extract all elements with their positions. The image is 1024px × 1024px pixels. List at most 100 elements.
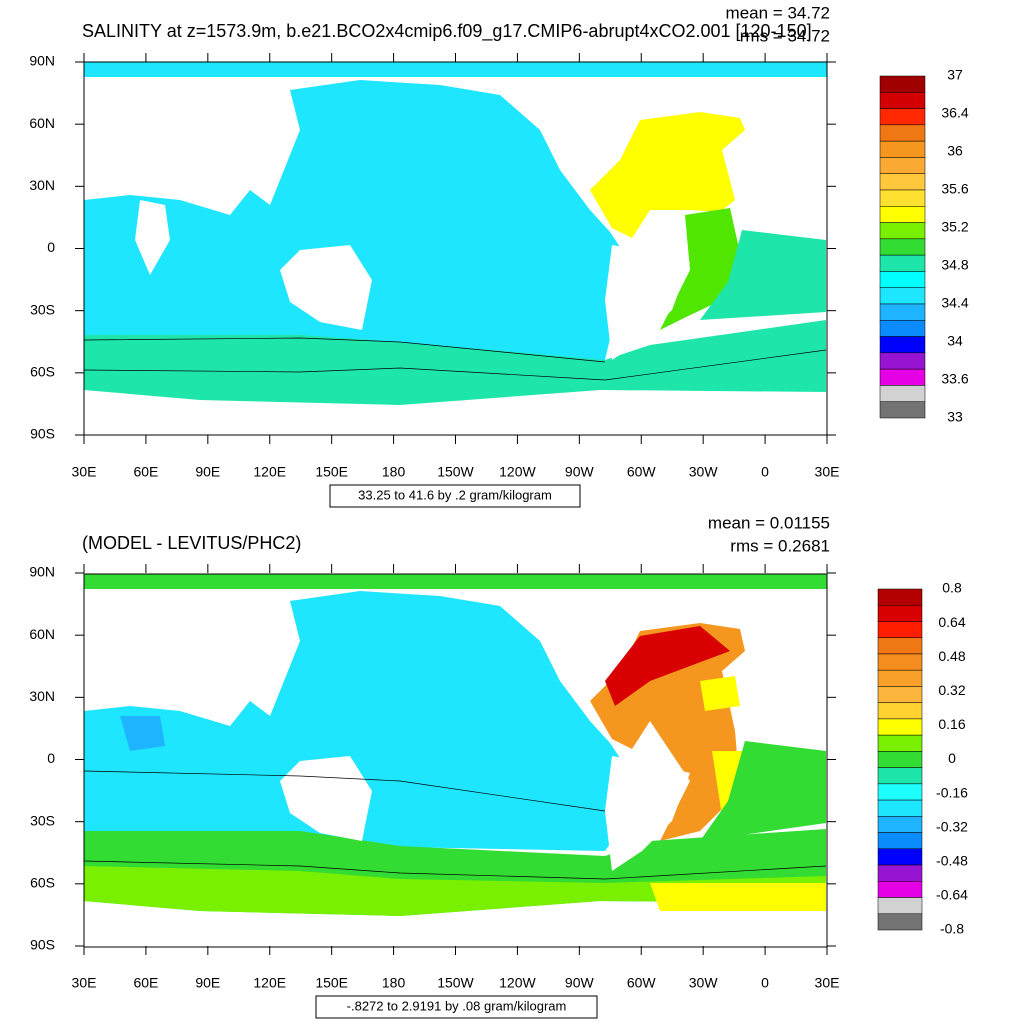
lon-label: 30E	[72, 464, 97, 480]
colorbar-label: 35.2	[941, 219, 968, 235]
colorbar-box	[877, 913, 923, 931]
colorbar-label: 0.8	[942, 580, 962, 596]
mean-label: mean = 0.01155	[708, 513, 830, 532]
lat-label: 30N	[29, 177, 55, 193]
colorbar-box	[879, 320, 926, 337]
colorbar-box	[877, 604, 923, 622]
lon-label: 60W	[627, 975, 657, 991]
colorbar-label: 33	[947, 409, 963, 425]
colorbar-box	[879, 352, 926, 370]
lat-label: 60S	[30, 875, 55, 891]
lon-label: 60E	[133, 464, 158, 480]
colorbar-box	[879, 206, 926, 223]
note-box	[315, 995, 598, 1019]
colorbar-box	[877, 702, 923, 720]
colorbar-box	[877, 816, 923, 833]
colorbar-box	[877, 881, 923, 898]
colorbar-box	[879, 336, 926, 354]
lon-label: 90E	[195, 975, 220, 991]
colorbar-box	[879, 189, 926, 207]
colorbar-box	[877, 621, 923, 638]
colorbar-box	[879, 75, 926, 93]
lon-label: 180	[382, 464, 406, 480]
lon-label: 30E	[815, 975, 840, 991]
lat-label: 90N	[29, 53, 55, 69]
colorbar-box	[879, 140, 926, 158]
colorbar-box	[879, 92, 926, 109]
colorbar-box	[879, 401, 926, 419]
colorbar-box	[879, 303, 926, 321]
colorbar-box	[877, 588, 923, 606]
lon-label: 30W	[689, 464, 719, 480]
colorbar-box	[879, 222, 926, 240]
colorbar-box	[879, 124, 926, 142]
lat-label: 60N	[29, 115, 55, 131]
colorbar-label: 0.48	[938, 648, 965, 664]
colorbar-label: 36	[947, 143, 963, 159]
colorbar-box	[879, 254, 926, 272]
colorbar-box	[877, 653, 923, 671]
colorbar-label: 34.8	[941, 257, 968, 273]
colorbar-box	[877, 848, 923, 866]
lon-label: 180	[382, 975, 406, 991]
colorbar-box	[877, 637, 923, 655]
lon-label: 0	[761, 975, 769, 991]
colorbar-label: 0.16	[938, 716, 965, 732]
map-bottom	[83, 573, 828, 948]
lat-label: 30S	[30, 812, 55, 828]
lat-label: 0	[47, 750, 55, 766]
colorbar-box	[877, 734, 923, 752]
lat-label: 60N	[29, 626, 55, 642]
colorbar-label: -0.48	[936, 853, 968, 869]
lon-label: 150W	[437, 464, 474, 480]
colorbar-box	[877, 718, 923, 736]
range-note: 33.25 to 41.6 by .2 gram/kilogram	[358, 487, 552, 502]
colorbar-box	[877, 799, 923, 817]
colorbar-box	[879, 108, 926, 126]
colorbar-label: 0.32	[938, 682, 965, 698]
colorbar-label: -0.8	[940, 921, 964, 937]
colorbar-box	[877, 751, 923, 768]
lon-label: 90W	[565, 975, 595, 991]
colorbar-box	[877, 783, 923, 801]
lon-label: 120W	[499, 464, 536, 480]
range-note: -.8272 to 2.9191 by .08 gram/kilogram	[347, 998, 567, 1013]
lat-label: 60S	[30, 364, 55, 380]
lat-label: 30N	[29, 688, 55, 704]
lon-label: 150W	[437, 975, 474, 991]
rms-label: rms = 34.72	[740, 26, 830, 45]
colorbar-label: 0.64	[938, 614, 965, 630]
colorbar-box	[877, 897, 923, 915]
colorbar-label: 34.4	[941, 295, 968, 311]
panel-title: (MODEL - LEVITUS/PHC2)	[82, 533, 301, 553]
lat-label: 30S	[30, 301, 55, 317]
map-top	[83, 61, 828, 436]
colorbar-box	[879, 238, 926, 256]
lat-label: 0	[47, 239, 55, 255]
colorbar-label: 34	[947, 333, 963, 349]
rms-label: rms = 0.2681	[730, 536, 830, 555]
lon-label: 0	[761, 464, 769, 480]
colorbar-label: -0.64	[936, 887, 968, 903]
note-box	[329, 484, 581, 508]
colorbar-box	[877, 864, 923, 882]
lon-label: 60E	[133, 975, 158, 991]
colorbar-box	[877, 686, 923, 703]
colorbar-label: 36.4	[941, 105, 968, 121]
colorbar-box	[879, 271, 926, 288]
colorbar-label: 35.6	[941, 181, 968, 197]
lat-label: 90S	[30, 426, 55, 442]
lat-label: 90S	[30, 937, 55, 953]
lon-label: 90W	[565, 464, 595, 480]
colorbar-label: 0	[948, 750, 956, 766]
colorbar-label: 33.6	[941, 371, 968, 387]
panel-title: SALINITY at z=1573.9m, b.e21.BCO2x4cmip6…	[82, 21, 812, 42]
colorbar-box	[877, 767, 923, 785]
lon-label: 150E	[315, 975, 348, 991]
colorbar-box	[879, 368, 926, 386]
lon-label: 30W	[689, 975, 719, 991]
colorbar-box	[879, 173, 926, 191]
colorbar-label: -0.16	[936, 784, 968, 800]
colorbar-box	[879, 157, 926, 174]
